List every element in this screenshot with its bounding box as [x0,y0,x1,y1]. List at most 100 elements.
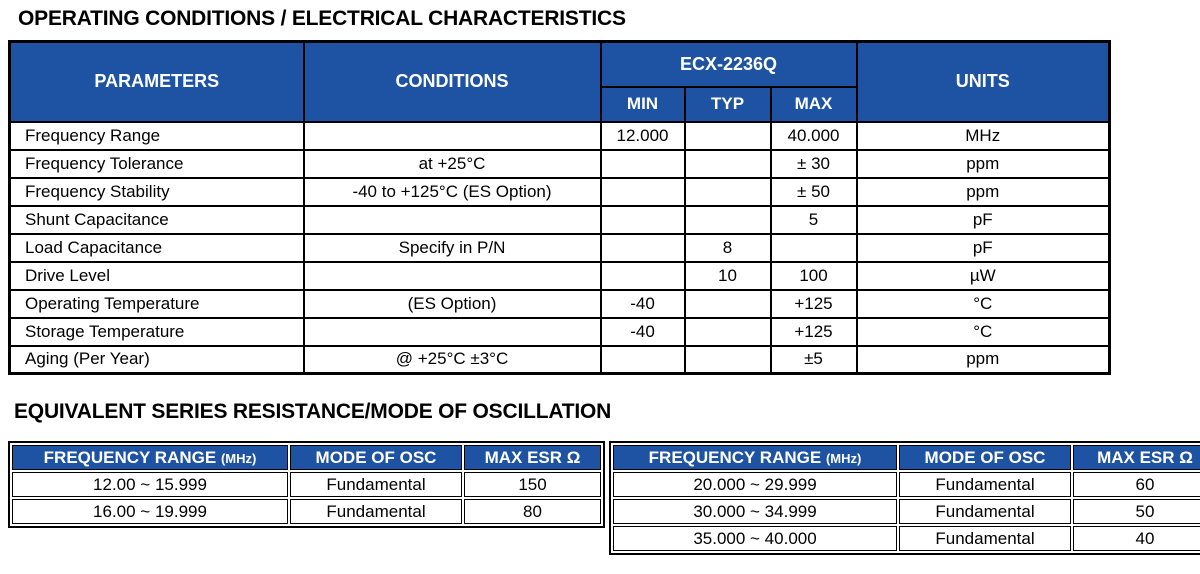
typ-cell [683,288,772,319]
units-cell: ppm [855,148,1111,179]
conditions-cell: @ +25°C ±3°C [302,344,602,375]
col-header-part-number: ECX-2236Q [599,40,858,88]
conditions-cell [302,316,602,347]
param-cell: Aging (Per Year) [8,344,305,375]
units-cell: ppm [855,344,1111,375]
min-cell: 12.000 [599,120,686,151]
frequency-range-unit: (MHz) [825,450,862,466]
param-cell: Drive Level [8,260,305,291]
frequency-range-label: FREQUENCY RANGE [648,447,822,467]
max-cell: ± 50 [769,176,858,207]
conditions-cell: -40 to +125°C (ES Option) [302,176,602,207]
typ-cell [683,176,772,207]
typ-cell [683,120,772,151]
freq-range-cell: 20.000 ~ 29.999 [613,472,897,497]
max-cell: 5 [769,204,858,235]
table-row: 30.000 ~ 34.999 Fundamental 50 [613,499,1200,524]
col-header-units: UNITS [855,40,1111,123]
conditions-cell: at +25°C [302,148,602,179]
col-header-max-esr: MAX ESR Ω [1073,445,1200,470]
col-header-parameters: PARAMETERS [8,40,305,123]
col-header-conditions: CONDITIONS [302,40,602,123]
section-title-esr-mode: EQUIVALENT SERIES RESISTANCE/MODE OF OSC… [14,400,612,423]
typ-cell: 8 [683,232,772,263]
param-cell: Frequency Stability [8,176,305,207]
table-row: 20.000 ~ 29.999 Fundamental 60 [613,472,1200,497]
min-cell: -40 [599,316,686,347]
units-cell: MHz [855,120,1111,151]
mode-cell: Fundamental [899,472,1071,497]
col-header-min: MIN [599,85,686,123]
table-row: Drive Level 10 100 µW [8,260,1111,291]
units-cell: ppm [855,176,1111,207]
col-header-mode-of-osc: MODE OF OSC [290,445,462,470]
conditions-cell [302,120,602,151]
esr-tables-container: FREQUENCY RANGE (MHz) MODE OF OSC MAX ES… [8,441,1200,555]
section-title-operating-conditions: OPERATING CONDITIONS / ELECTRICAL CHARAC… [18,7,626,30]
freq-range-cell: 16.00 ~ 19.999 [12,499,288,524]
mode-cell: Fundamental [290,499,462,524]
max-cell: ±5 [769,344,858,375]
max-cell [769,232,858,263]
col-header-mode-of-osc: MODE OF OSC [899,445,1071,470]
mode-cell: Fundamental [899,526,1071,551]
esr-cell: 50 [1073,499,1200,524]
table-row: Load Capacitance Specify in P/N 8 pF [8,232,1111,263]
param-cell: Frequency Range [8,120,305,151]
typ-cell [683,344,772,375]
table-row: 12.00 ~ 15.999 Fundamental 150 [12,472,601,497]
param-cell: Operating Temperature [8,288,305,319]
typ-cell [683,204,772,235]
units-cell: µW [855,260,1111,291]
conditions-cell: (ES Option) [302,288,602,319]
units-cell: pF [855,232,1111,263]
units-cell: pF [855,204,1111,235]
min-cell: -40 [599,288,686,319]
table-row: Frequency Tolerance at +25°C ± 30 ppm [8,148,1111,179]
max-cell: +125 [769,316,858,347]
table-row: 16.00 ~ 19.999 Fundamental 80 [12,499,601,524]
max-cell: +125 [769,288,858,319]
frequency-range-unit: (MHz) [220,450,257,466]
table-row: Shunt Capacitance 5 pF [8,204,1111,235]
conditions-cell: Specify in P/N [302,232,602,263]
min-cell [599,344,686,375]
param-cell: Frequency Tolerance [8,148,305,179]
freq-range-cell: 35.000 ~ 40.000 [613,526,897,551]
mode-cell: Fundamental [290,472,462,497]
esr-table-left: FREQUENCY RANGE (MHz) MODE OF OSC MAX ES… [8,441,605,528]
freq-range-cell: 30.000 ~ 34.999 [613,499,897,524]
min-cell [599,232,686,263]
electrical-characteristics-table: PARAMETERS CONDITIONS ECX-2236Q UNITS MI… [8,40,1111,375]
max-cell: 100 [769,260,858,291]
mode-cell: Fundamental [899,499,1071,524]
table-header-row: FREQUENCY RANGE (MHz) MODE OF OSC MAX ES… [12,445,601,470]
table-header-row: FREQUENCY RANGE (MHz) MODE OF OSC MAX ES… [613,445,1200,470]
esr-cell: 150 [464,472,601,497]
table-row: 35.000 ~ 40.000 Fundamental 40 [613,526,1200,551]
col-header-max: MAX [769,85,858,123]
esr-cell: 80 [464,499,601,524]
col-header-typ: TYP [683,85,772,123]
units-cell: °C [855,316,1111,347]
table-row: Aging (Per Year) @ +25°C ±3°C ±5 ppm [8,344,1111,375]
param-cell: Storage Temperature [8,316,305,347]
min-cell [599,176,686,207]
esr-cell: 40 [1073,526,1200,551]
units-cell: °C [855,288,1111,319]
conditions-cell [302,260,602,291]
table-header-row: PARAMETERS CONDITIONS ECX-2236Q UNITS [8,40,1111,123]
col-header-frequency-range: FREQUENCY RANGE (MHz) [613,445,897,470]
typ-cell [683,316,772,347]
max-cell: ± 30 [769,148,858,179]
freq-range-cell: 12.00 ~ 15.999 [12,472,288,497]
min-cell [599,204,686,235]
max-cell: 40.000 [769,120,858,151]
table-row: Frequency Stability -40 to +125°C (ES Op… [8,176,1111,207]
table-subheader-row: MIN TYP MAX [10,85,1110,123]
table-row: Operating Temperature (ES Option) -40 +1… [8,288,1111,319]
min-cell [599,148,686,179]
col-header-max-esr: MAX ESR Ω [464,445,601,470]
frequency-range-label: FREQUENCY RANGE [43,447,217,467]
typ-cell [683,148,772,179]
